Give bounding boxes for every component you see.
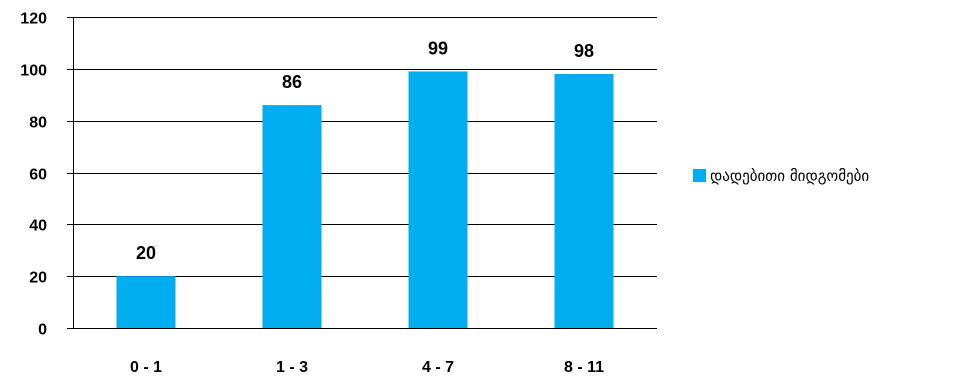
legend-label: დადებითი მიდგომები xyxy=(710,167,869,185)
legend-swatch xyxy=(693,169,706,182)
data-label: 99 xyxy=(428,38,448,58)
bar xyxy=(116,276,176,328)
bar xyxy=(262,105,322,328)
y-tick-label: 100 xyxy=(20,63,47,80)
x-tick-label: 0 - 1 xyxy=(130,359,162,376)
y-tick-label: 20 xyxy=(29,270,47,287)
legend: დადებითი მიდგომები xyxy=(693,167,869,185)
data-label: 98 xyxy=(574,41,594,61)
bar xyxy=(408,71,468,329)
bars xyxy=(116,71,614,329)
y-tick-label: 40 xyxy=(29,218,47,235)
bar xyxy=(554,74,614,329)
x-tick-label: 8 - 11 xyxy=(564,359,604,376)
axes xyxy=(67,17,657,329)
x-tick-labels: 0 - 1 1 - 3 4 - 7 8 - 11 xyxy=(130,359,604,376)
y-tick-label: 120 xyxy=(20,11,47,28)
data-label: 20 xyxy=(136,243,156,263)
y-tick-label: 80 xyxy=(29,115,47,132)
y-tick-label: 0 xyxy=(38,322,47,339)
x-tick-label: 4 - 7 xyxy=(422,359,454,376)
y-tick-labels: 0 20 40 60 80 100 120 xyxy=(20,11,47,339)
x-tick-label: 1 - 3 xyxy=(276,359,308,376)
data-labels: 20 86 99 98 xyxy=(136,38,594,263)
data-label: 86 xyxy=(282,72,302,92)
y-tick-label: 60 xyxy=(29,167,47,184)
